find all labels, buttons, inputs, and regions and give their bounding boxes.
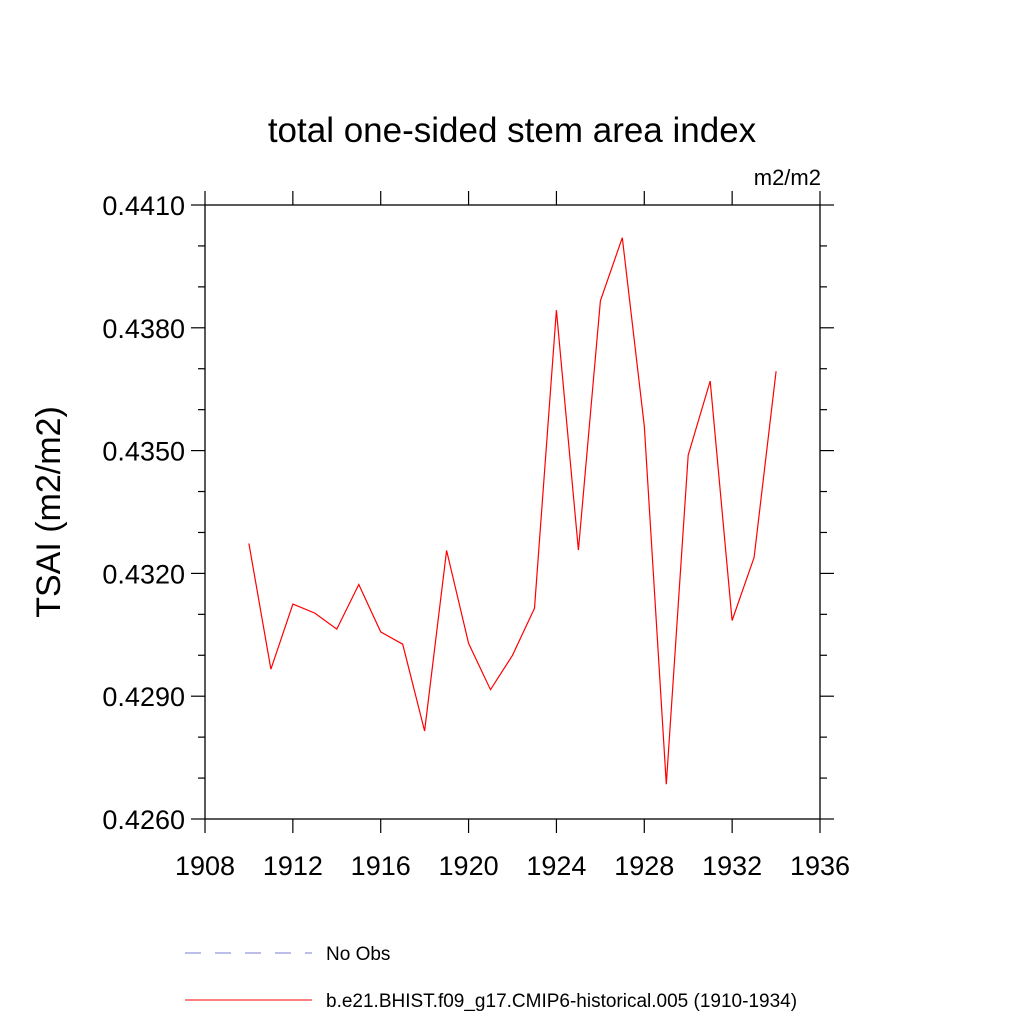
x-tick-label: 1916: [351, 851, 411, 881]
y-tick-label: 0.4350: [102, 437, 185, 467]
x-tick-label: 1936: [790, 851, 850, 881]
x-tick-label: 1932: [702, 851, 762, 881]
y-tick-label: 0.4320: [102, 559, 185, 589]
x-tick-label: 1920: [439, 851, 499, 881]
y-tick-label: 0.4380: [102, 314, 185, 344]
series-lines: [248, 237, 777, 785]
chart-title: total one-sided stem area index: [268, 111, 757, 150]
legend-label: No Obs: [326, 944, 390, 965]
axis-tick-labels: 1908 1912 1916 1920 1924 1928 1932 1936 0.4260 0.…: [102, 191, 850, 881]
x-tick-label: 1928: [614, 851, 674, 881]
units-label: m2/m2: [754, 165, 821, 190]
legend-label: b.e21.BHIST.f09_g17.CMIP6-historical.005…: [326, 991, 797, 1012]
y-axis-label: TSAI (m2/m2): [30, 406, 68, 618]
series-line: [248, 237, 777, 785]
plot-frame: [204, 204, 821, 820]
axis-ticks: [191, 191, 834, 833]
y-tick-label: 0.4410: [102, 191, 185, 221]
legend: No Obs b.e21.BHIST.f09_g17.CMIP6-historic…: [185, 944, 797, 1012]
y-tick-label: 0.4290: [102, 682, 185, 712]
x-tick-label: 1924: [526, 851, 586, 881]
x-tick-label: 1908: [175, 851, 235, 881]
x-tick-label: 1912: [263, 851, 323, 881]
y-tick-label: 0.4260: [102, 805, 185, 835]
